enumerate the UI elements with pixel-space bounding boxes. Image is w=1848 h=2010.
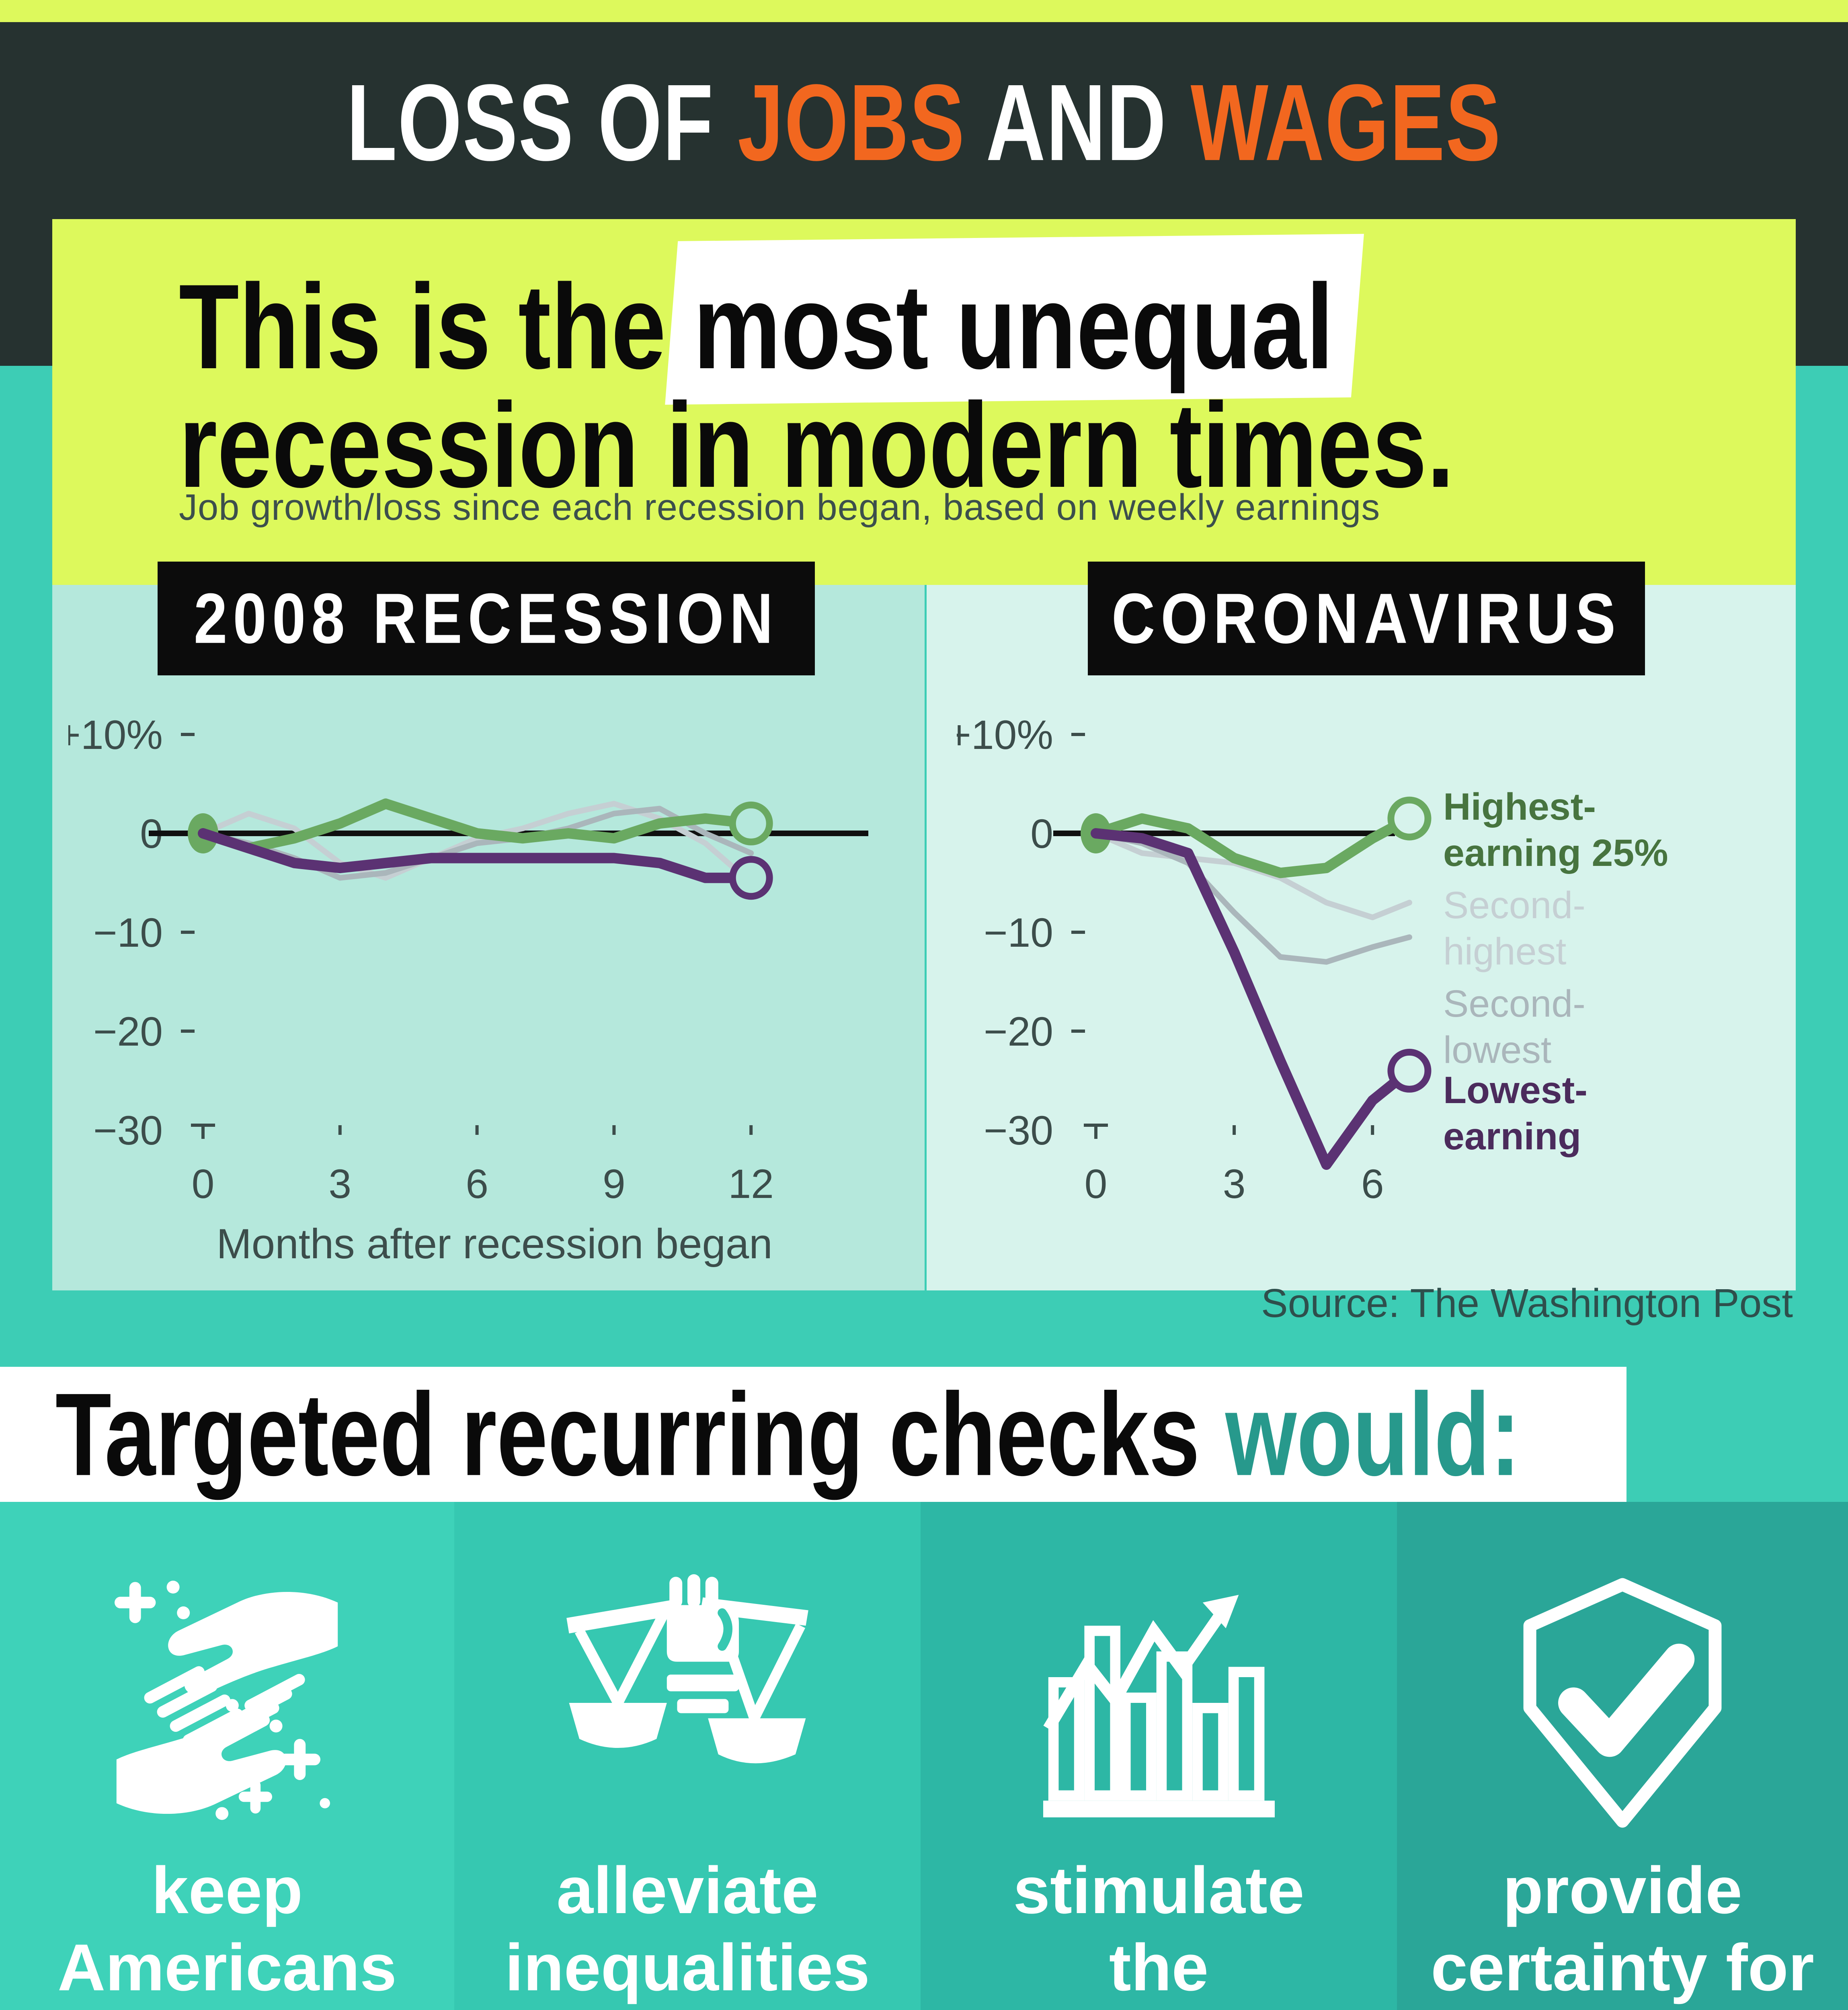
- svg-text:3: 3: [1223, 1161, 1246, 1207]
- page-title: LOSS OF JOBS AND WAGES: [0, 60, 1848, 186]
- shield-check-icon: [1397, 1562, 1848, 1844]
- hero-subtitle: Job growth/loss since each recession beg…: [179, 487, 1380, 528]
- svg-text:−30: −30: [93, 1108, 163, 1153]
- svg-text:0: 0: [1030, 811, 1053, 857]
- column-label: stimulate the economy: [1013, 1853, 1304, 2010]
- section-heading-accent: would:: [1225, 1368, 1521, 1500]
- column-label: keep Americans out of poverty: [57, 1853, 397, 2010]
- chart-title-coronavirus: CORONAVIRUS: [1088, 562, 1645, 675]
- legend-second-lowest: Second- lowest: [1443, 982, 1585, 1071]
- balance-scales-icon: [454, 1562, 921, 1844]
- column-keep-americans: keep Americans out of poverty: [0, 1502, 454, 2010]
- section-heading-band: Targeted recurring checks would:: [0, 1367, 1626, 1502]
- chart-panel-2008: [52, 585, 925, 1290]
- svg-text:6: 6: [1361, 1161, 1384, 1207]
- growth-chart-icon: [921, 1562, 1397, 1844]
- title-segment-accent: WAGES: [1190, 62, 1501, 184]
- svg-text:3: 3: [328, 1161, 351, 1207]
- column-label: provide certainty for Americans: [1431, 1853, 1814, 2010]
- headline-line-1: This is the most unequal: [179, 257, 1333, 396]
- headline-line-2: recession in modern times.: [179, 377, 1454, 513]
- column-provide-certainty: provide certainty for Americans: [1397, 1502, 1848, 2010]
- svg-text:6: 6: [466, 1161, 488, 1207]
- x-axis-caption: Months after recession began: [216, 1220, 773, 1268]
- title-segment: LOSS OF: [347, 62, 738, 184]
- column-alleviate-inequalities: alleviate inequalities: [454, 1502, 921, 2010]
- svg-text:9: 9: [603, 1161, 626, 1207]
- hero-block: This is the most unequal recession in mo…: [52, 219, 1796, 585]
- headline-highlight-box: most unequal: [693, 259, 1334, 394]
- svg-text:−20: −20: [93, 1009, 163, 1054]
- top-accent-strip: [0, 0, 1848, 22]
- chart-panel-coronavirus: [927, 585, 1796, 1290]
- column-stimulate-economy: stimulate the economy: [921, 1502, 1397, 2010]
- svg-text:12: 12: [728, 1161, 773, 1207]
- source-attribution: Source: The Washington Post: [1261, 1281, 1793, 1326]
- line-chart-coronavirus: +10% 0 −10 −20 −30 0 3 6: [957, 712, 1432, 1207]
- section-heading: Targeted recurring checks would:: [55, 1368, 1521, 1500]
- svg-text:−20: −20: [984, 1009, 1053, 1054]
- svg-text:+10%: +10%: [68, 712, 163, 758]
- chart-title-2008: 2008 RECESSION: [158, 562, 815, 675]
- title-segment-accent: JOBS: [737, 62, 966, 184]
- svg-text:+10%: +10%: [957, 712, 1053, 758]
- headline-highlight-text: most unequal: [693, 259, 1334, 394]
- svg-text:0: 0: [192, 1161, 215, 1207]
- svg-text:−30: −30: [984, 1108, 1053, 1153]
- headline-prefix: This is the: [179, 259, 693, 394]
- svg-text:0: 0: [1085, 1161, 1108, 1207]
- legend-lowest-earning: Lowest- earning: [1443, 1069, 1588, 1158]
- column-label: alleviate inequalities: [505, 1853, 870, 2004]
- hands-give-receive-icon: [0, 1562, 454, 1844]
- legend-second-highest: Second- highest: [1443, 884, 1585, 973]
- legend-highest-earning: Highest- earning 25%: [1443, 786, 1668, 874]
- title-segment: AND: [965, 62, 1191, 184]
- svg-text:−10: −10: [984, 910, 1053, 956]
- svg-text:−10: −10: [93, 910, 163, 956]
